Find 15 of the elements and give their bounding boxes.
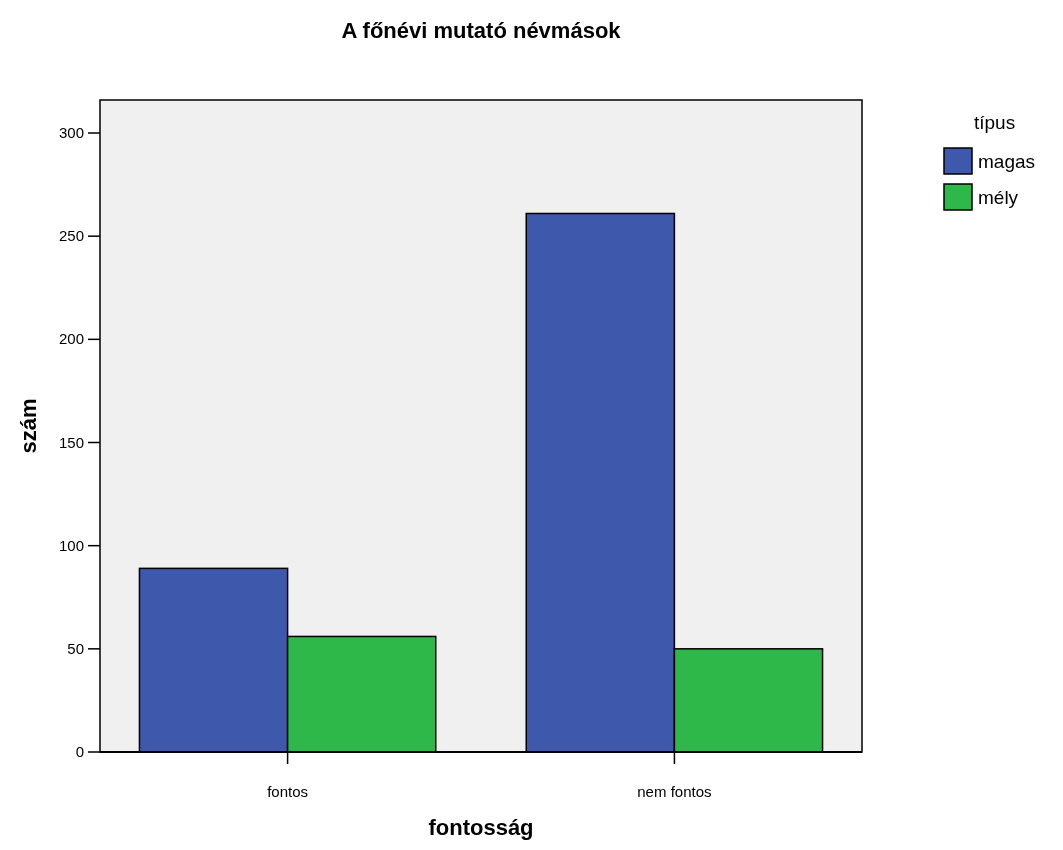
y-tick-label: 250 bbox=[58, 227, 84, 245]
x-tick-label: fontos bbox=[267, 783, 309, 800]
y-tick-label: 100 bbox=[58, 536, 84, 554]
x-axis-title: fontosság bbox=[428, 815, 534, 840]
y-tick-label: 150 bbox=[58, 433, 84, 451]
y-axis-title: szám bbox=[16, 398, 41, 454]
legend-title: típus bbox=[974, 112, 1016, 133]
chart-title: A főnévi mutató névmások bbox=[341, 18, 622, 43]
y-tick-label: 0 bbox=[75, 743, 84, 760]
y-tick-label: 200 bbox=[58, 330, 84, 348]
legend-label: mély bbox=[978, 187, 1019, 208]
legend-label: magas bbox=[978, 151, 1036, 172]
y-tick-label: 300 bbox=[58, 124, 84, 142]
x-tick-label: nem fontos bbox=[637, 783, 712, 800]
y-tick-label: 50 bbox=[67, 639, 84, 657]
